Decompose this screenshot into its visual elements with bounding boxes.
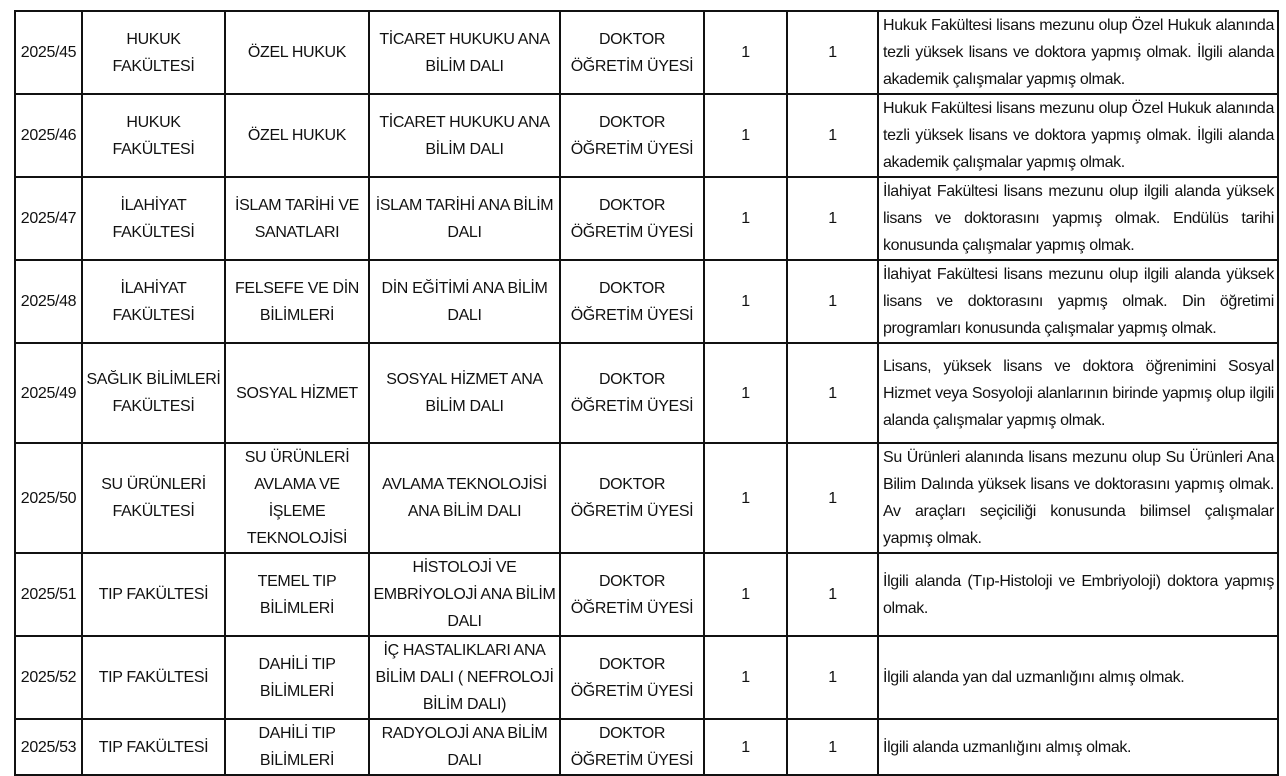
table-row: 2025/46 HUKUK FAKÜLTESİ ÖZEL HUKUK TİCAR…: [14, 93, 1279, 178]
division-cell: İÇ HASTALIKLARI ANA BİLİM DALI ( NEFROLO…: [368, 635, 561, 720]
department-cell: ÖZEL HUKUK: [224, 10, 370, 95]
table-row: 2025/49 SAĞLIK BİLİMLERİ FAKÜLTESİ SOSYA…: [14, 342, 1279, 444]
degree-cell: 1: [703, 259, 788, 344]
degree-cell: 1: [703, 635, 788, 720]
ilan-no-cell: 2025/49: [14, 342, 83, 444]
faculty-cell: İLAHİYAT FAKÜLTESİ: [81, 176, 226, 261]
table-row: 2025/45 HUKUK FAKÜLTESİ ÖZEL HUKUK TİCAR…: [14, 10, 1279, 95]
table-row: 2025/50 SU ÜRÜNLERİ FAKÜLTESİ SU ÜRÜNLER…: [14, 442, 1279, 554]
department-cell: SOSYAL HİZMET: [224, 342, 370, 444]
division-cell: TİCARET HUKUKU ANA BİLİM DALI: [368, 10, 561, 95]
ilan-no-cell: 2025/48: [14, 259, 83, 344]
degree-cell: 1: [703, 342, 788, 444]
department-cell: FELSEFE VE DİN BİLİMLERİ: [224, 259, 370, 344]
requirement-cell: İlgili alanda yan dal uzmanlığını almış …: [877, 635, 1279, 720]
table-row: 2025/47 İLAHİYAT FAKÜLTESİ İSLAM TARİHİ …: [14, 176, 1279, 261]
degree-cell: 1: [703, 10, 788, 95]
faculty-cell: İLAHİYAT FAKÜLTESİ: [81, 259, 226, 344]
ilan-no-cell: 2025/51: [14, 552, 83, 637]
ilan-no-cell: 2025/46: [14, 93, 83, 178]
ilan-no-cell: 2025/45: [14, 10, 83, 95]
faculty-cell: HUKUK FAKÜLTESİ: [81, 93, 226, 178]
requirement-cell: Lisans, yüksek lisans ve doktora öğrenim…: [877, 342, 1279, 444]
positions-table: 2025/45 HUKUK FAKÜLTESİ ÖZEL HUKUK TİCAR…: [14, 10, 1279, 776]
faculty-cell: SU ÜRÜNLERİ FAKÜLTESİ: [81, 442, 226, 554]
count-cell: 1: [786, 259, 879, 344]
count-cell: 1: [786, 442, 879, 554]
ilan-no-cell: 2025/47: [14, 176, 83, 261]
count-cell: 1: [786, 342, 879, 444]
count-cell: 1: [786, 635, 879, 720]
faculty-cell: TIP FAKÜLTESİ: [81, 718, 226, 776]
department-cell: SU ÜRÜNLERİ AVLAMA VE İŞLEME TEKNOLOJİSİ: [224, 442, 370, 554]
degree-cell: 1: [703, 718, 788, 776]
division-cell: AVLAMA TEKNOLOJİSİ ANA BİLİM DALI: [368, 442, 561, 554]
division-cell: SOSYAL HİZMET ANA BİLİM DALI: [368, 342, 561, 444]
degree-cell: 1: [703, 552, 788, 637]
faculty-cell: HUKUK FAKÜLTESİ: [81, 10, 226, 95]
count-cell: 1: [786, 93, 879, 178]
division-cell: HİSTOLOJİ VE EMBRİYOLOJİ ANA BİLİM DALI: [368, 552, 561, 637]
title-cell: DOKTOR ÖĞRETİM ÜYESİ: [559, 342, 705, 444]
title-cell: DOKTOR ÖĞRETİM ÜYESİ: [559, 442, 705, 554]
requirement-cell: Hukuk Fakültesi lisans mezunu olup Özel …: [877, 10, 1279, 95]
table-row: 2025/52 TIP FAKÜLTESİ DAHİLİ TIP BİLİMLE…: [14, 635, 1279, 720]
division-cell: İSLAM TARİHİ ANA BİLİM DALI: [368, 176, 561, 261]
department-cell: İSLAM TARİHİ VE SANATLARI: [224, 176, 370, 261]
faculty-cell: TIP FAKÜLTESİ: [81, 552, 226, 637]
degree-cell: 1: [703, 176, 788, 261]
division-cell: DİN EĞİTİMİ ANA BİLİM DALI: [368, 259, 561, 344]
faculty-cell: TIP FAKÜLTESİ: [81, 635, 226, 720]
department-cell: ÖZEL HUKUK: [224, 93, 370, 178]
title-cell: DOKTOR ÖĞRETİM ÜYESİ: [559, 552, 705, 637]
title-cell: DOKTOR ÖĞRETİM ÜYESİ: [559, 176, 705, 261]
requirement-cell: İlahiyat Fakültesi lisans mezunu olup il…: [877, 176, 1279, 261]
title-cell: DOKTOR ÖĞRETİM ÜYESİ: [559, 10, 705, 95]
count-cell: 1: [786, 10, 879, 95]
table-row: 2025/51 TIP FAKÜLTESİ TEMEL TIP BİLİMLER…: [14, 552, 1279, 637]
table-row: 2025/48 İLAHİYAT FAKÜLTESİ FELSEFE VE Dİ…: [14, 259, 1279, 344]
degree-cell: 1: [703, 442, 788, 554]
degree-cell: 1: [703, 93, 788, 178]
ilan-no-cell: 2025/53: [14, 718, 83, 776]
requirement-cell: Su Ürünleri alanında lisans mezunu olup …: [877, 442, 1279, 554]
faculty-cell: SAĞLIK BİLİMLERİ FAKÜLTESİ: [81, 342, 226, 444]
division-cell: RADYOLOJİ ANA BİLİM DALI: [368, 718, 561, 776]
title-cell: DOKTOR ÖĞRETİM ÜYESİ: [559, 718, 705, 776]
table-row: 2025/53 TIP FAKÜLTESİ DAHİLİ TIP BİLİMLE…: [14, 718, 1279, 776]
ilan-no-cell: 2025/50: [14, 442, 83, 554]
department-cell: DAHİLİ TIP BİLİMLERİ: [224, 635, 370, 720]
count-cell: 1: [786, 718, 879, 776]
division-cell: TİCARET HUKUKU ANA BİLİM DALI: [368, 93, 561, 178]
department-cell: TEMEL TIP BİLİMLERİ: [224, 552, 370, 637]
ilan-no-cell: 2025/52: [14, 635, 83, 720]
count-cell: 1: [786, 176, 879, 261]
requirement-cell: İlgili alanda (Tıp-Histoloji ve Embriyol…: [877, 552, 1279, 637]
title-cell: DOKTOR ÖĞRETİM ÜYESİ: [559, 259, 705, 344]
requirement-cell: İlahiyat Fakültesi lisans mezunu olup il…: [877, 259, 1279, 344]
count-cell: 1: [786, 552, 879, 637]
title-cell: DOKTOR ÖĞRETİM ÜYESİ: [559, 93, 705, 178]
title-cell: DOKTOR ÖĞRETİM ÜYESİ: [559, 635, 705, 720]
requirement-cell: Hukuk Fakültesi lisans mezunu olup Özel …: [877, 93, 1279, 178]
